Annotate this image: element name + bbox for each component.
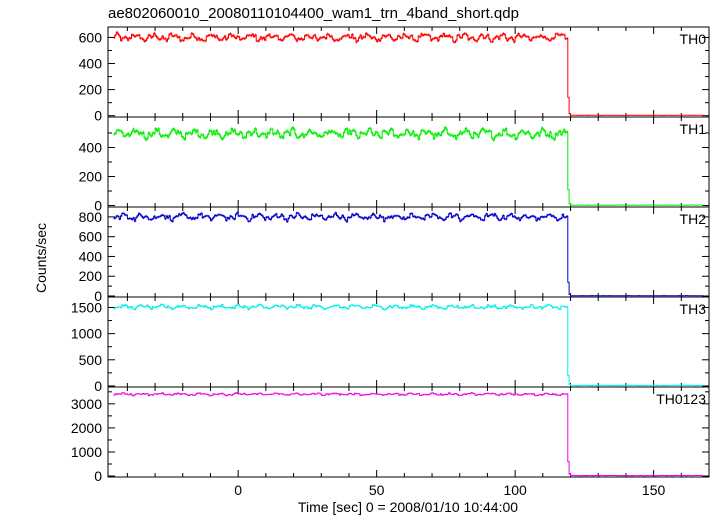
x-tick-label: 100	[503, 482, 527, 498]
chart-title: ae802060010_20080110104400_wam1_trn_4ban…	[108, 5, 519, 22]
y-tick-label: 400	[79, 139, 103, 155]
panel-frame-th2	[107, 206, 710, 298]
panel-label-th3: TH3	[680, 301, 707, 317]
y-tick-label: 3000	[71, 396, 102, 412]
panel-label-th0123: TH0123	[656, 391, 706, 407]
x-tick-label: 0	[234, 482, 242, 498]
series-errorbars-th3	[113, 303, 568, 311]
series-errorbars-th1	[113, 125, 568, 142]
series-line-th1	[113, 126, 704, 206]
y-tick-label: 200	[79, 82, 103, 98]
series-line-th3	[113, 303, 704, 387]
panels-group: 0 200 400 600 TH0 0 200 400 TH1 0 200 400 600 800 TH2 0…	[71, 26, 710, 484]
y-tick-label: 0	[94, 468, 102, 484]
x-axis-label: Time [sec] 0 = 2008/01/10 10:44:00	[298, 499, 518, 515]
series-errorbars-th2	[113, 211, 568, 223]
y-tick-label: 400	[79, 56, 103, 72]
y-tick-label: 2000	[71, 420, 102, 436]
y-tick-label: 0	[94, 288, 102, 304]
y-axis-label: Counts/sec	[33, 223, 49, 293]
series-errorbars-th0123	[113, 392, 568, 397]
series-line-th2	[113, 212, 704, 297]
y-tick-label: 1500	[71, 299, 102, 315]
panel-label-th2: TH2	[680, 211, 707, 227]
y-tick-label: 800	[79, 209, 103, 225]
x-tick-label: 50	[369, 482, 385, 498]
y-tick-label: 1000	[71, 444, 102, 460]
panel-label-th1: TH1	[680, 121, 707, 137]
y-tick-label: 400	[79, 248, 103, 264]
panel-label-th0: TH0	[680, 31, 707, 47]
y-tick-label: 600	[79, 229, 103, 245]
panel-frame-th3	[107, 296, 710, 388]
y-tick-label: 200	[79, 169, 103, 185]
panel-frame-th0123	[107, 386, 710, 478]
series-errorbars-th0	[113, 30, 568, 44]
y-tick-label: 600	[79, 29, 103, 45]
y-tick-label: 200	[79, 268, 103, 284]
x-tick-label: 150	[642, 482, 666, 498]
y-tick-label: 1000	[71, 326, 102, 342]
x-tick-labels: 0 50 100 150	[234, 482, 665, 498]
y-tick-label: 500	[79, 352, 103, 368]
y-tick-label: 0	[94, 198, 102, 214]
y-tick-label: 0	[94, 378, 102, 394]
y-tick-label: 0	[94, 108, 102, 124]
series-line-th0123	[113, 392, 704, 477]
series-line-th0	[113, 31, 704, 116]
